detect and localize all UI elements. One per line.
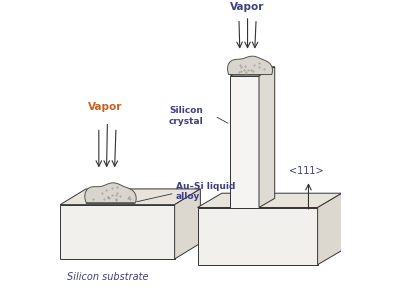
Text: Silicon substrate: Silicon substrate <box>68 273 149 283</box>
Polygon shape <box>230 76 259 208</box>
Text: Au–Si liquid
alloy: Au–Si liquid alloy <box>176 182 235 201</box>
Text: Vapor: Vapor <box>88 102 122 112</box>
Text: Silicon
crystal: Silicon crystal <box>169 106 203 126</box>
Polygon shape <box>230 67 275 76</box>
Polygon shape <box>60 205 175 259</box>
Polygon shape <box>198 208 318 265</box>
Polygon shape <box>85 183 136 203</box>
Text: <111>: <111> <box>289 166 324 176</box>
Polygon shape <box>175 189 200 259</box>
Text: Vapor: Vapor <box>229 1 264 11</box>
Polygon shape <box>228 56 273 74</box>
Polygon shape <box>60 189 200 205</box>
Polygon shape <box>259 67 275 208</box>
Polygon shape <box>318 193 342 265</box>
Polygon shape <box>198 193 342 208</box>
